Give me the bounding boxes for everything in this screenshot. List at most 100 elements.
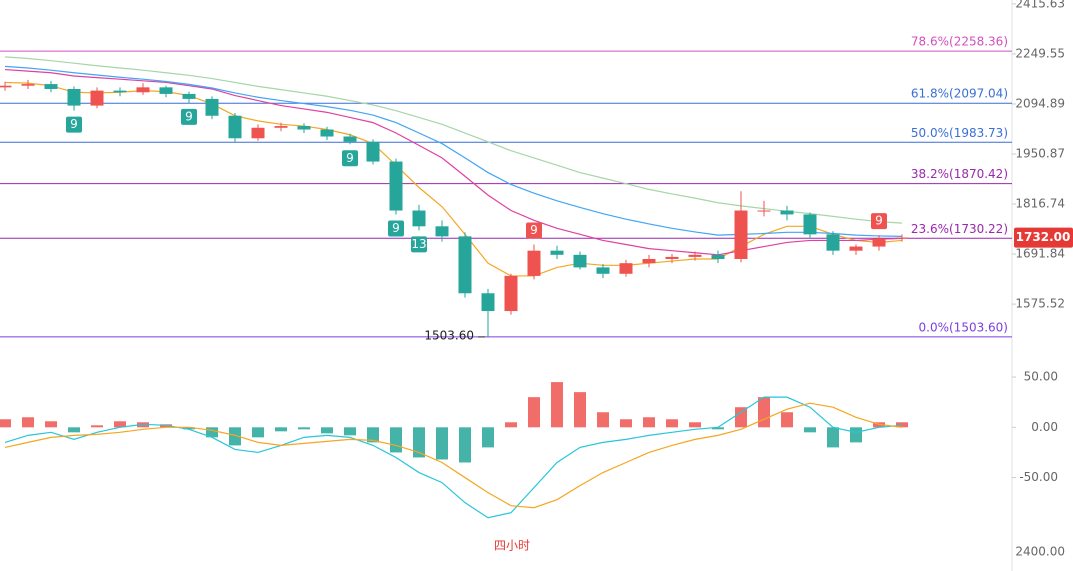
td-label: 9 [392, 221, 400, 235]
macd-bar [781, 412, 793, 428]
macd-bar [482, 427, 494, 448]
candle-body [550, 250, 564, 255]
candle-body [458, 236, 472, 294]
candle-body [251, 127, 265, 139]
candle-body [642, 258, 656, 264]
y-tick-label: 2249.55 [1015, 46, 1065, 60]
td-label: 9 [185, 109, 193, 123]
td-badge [181, 108, 197, 125]
candle-body [895, 237, 909, 239]
macd-bar [620, 419, 632, 428]
y-tick-label: 2415.63 [1015, 0, 1065, 10]
candle-body [389, 161, 403, 211]
y-tick-label: -50.00 [1019, 470, 1058, 484]
fib-label: 61.8%(2097.04) [911, 87, 1008, 101]
macd-bar [459, 427, 471, 463]
candle-body [757, 210, 771, 212]
macd-bar [505, 422, 517, 428]
y-tick-label: 50.00 [1024, 370, 1058, 384]
fib-label: 38.2%(1870.42) [911, 167, 1008, 181]
candle-body [734, 210, 748, 259]
candle-body [872, 238, 886, 247]
candle-body [573, 254, 587, 268]
candle-body [67, 88, 81, 106]
candle-body [0, 85, 12, 88]
macd-bar [528, 397, 540, 428]
macd-bar [712, 427, 724, 430]
macd-bar [551, 382, 563, 428]
last-price-label: 1732.00 [1016, 230, 1071, 244]
macd-bar [643, 417, 655, 428]
moving-average [4, 65, 903, 237]
macd-bar [229, 427, 241, 446]
candle-body [274, 126, 288, 128]
candle-body [205, 98, 219, 116]
y-tick-label: 1816.74 [1015, 197, 1065, 211]
macd-bar [91, 425, 103, 428]
macd-bar [827, 427, 839, 448]
td-badge [388, 220, 404, 237]
y-tick-label: 0.00 [1031, 420, 1058, 434]
candle-body [90, 90, 104, 106]
td-label: 9 [875, 214, 883, 228]
candle-body [228, 115, 242, 139]
macd-bar [758, 397, 770, 428]
candle-body [780, 210, 794, 215]
y-tick-label: 1950.87 [1015, 146, 1065, 160]
macd-bar [0, 419, 11, 428]
candle-body [44, 84, 58, 89]
td-label: 13 [411, 237, 426, 251]
corner-label: 2400.00 [1015, 545, 1065, 559]
macd-bar [206, 427, 218, 438]
macd-bar [896, 422, 908, 428]
moving-average [4, 81, 903, 277]
macd-bar [22, 417, 34, 428]
candle-body [527, 250, 541, 276]
fib-label: 23.6%(1730.22) [911, 222, 1008, 236]
macd-line [4, 396, 903, 519]
fib-label: 50.0%(1983.73) [911, 126, 1008, 140]
macd-bar [344, 427, 356, 436]
candle-body [826, 234, 840, 251]
y-tick-label: 2094.89 [1015, 96, 1065, 110]
td-badge [526, 222, 542, 239]
candle-body [297, 126, 311, 130]
candle-body [21, 84, 35, 86]
td-label: 9 [346, 151, 354, 165]
y-tick-label: 1575.52 [1015, 297, 1065, 311]
macd-bar [597, 412, 609, 428]
td-label: 9 [530, 223, 538, 237]
candle-body [596, 267, 610, 274]
y-tick-label: 1691.84 [1015, 247, 1065, 261]
td-label: 9 [70, 117, 78, 131]
candle-body [182, 93, 196, 99]
candle-body [711, 254, 725, 259]
watermark: 四小时 [494, 539, 530, 553]
macd-bar [413, 427, 425, 458]
macd-bar [45, 421, 57, 428]
fib-label: 0.0%(1503.60) [919, 320, 1008, 334]
low-label: 1503.60 [424, 328, 474, 342]
macd-bar [298, 427, 310, 430]
macd-bar [689, 422, 701, 428]
td-badge [66, 116, 82, 133]
macd-bar [666, 419, 678, 428]
macd-bar [390, 427, 402, 453]
macd-bar [252, 427, 264, 438]
macd-bar [68, 427, 80, 433]
candle-body [366, 141, 380, 162]
macd-bar [367, 427, 379, 443]
macd-bar [275, 427, 287, 432]
macd-bar [114, 421, 126, 428]
candle-body [136, 87, 150, 93]
macd-bar [321, 427, 333, 434]
candle-body [113, 90, 127, 93]
candle-body [619, 263, 633, 274]
candle-body [435, 226, 449, 237]
macd-line [4, 402, 903, 509]
td-badge [871, 213, 887, 230]
moving-average [4, 68, 903, 256]
last-price-badge [1014, 227, 1073, 248]
candle-body [343, 136, 357, 142]
